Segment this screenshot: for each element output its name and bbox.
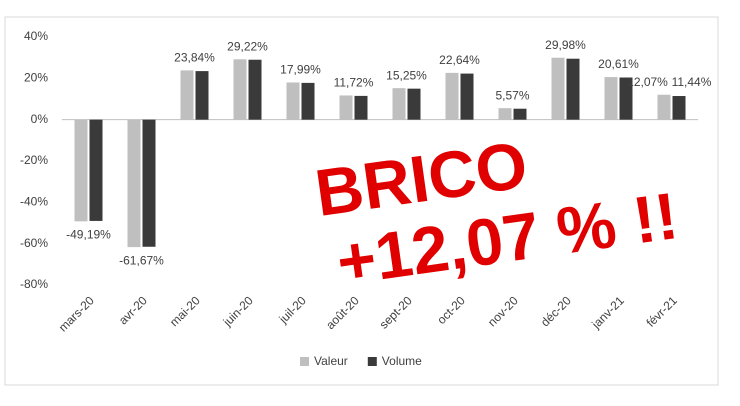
bar — [339, 95, 353, 120]
bar — [513, 108, 527, 120]
bar — [180, 70, 194, 120]
y-tick-label: 20% — [24, 71, 48, 85]
bar — [301, 82, 315, 120]
data-label: 12,07% — [627, 75, 668, 89]
y-tick-label: -40% — [20, 195, 48, 209]
data-label: 20,61% — [598, 57, 639, 71]
bar — [392, 88, 406, 120]
bar — [89, 119, 103, 221]
bar — [657, 94, 671, 120]
bar — [604, 77, 618, 120]
data-label: 11,72% — [334, 76, 374, 90]
data-label: 29,22% — [227, 39, 268, 53]
data-label: 11,44% — [672, 75, 712, 89]
data-label: -49,19% — [66, 227, 111, 241]
data-label: 22,64% — [439, 53, 480, 67]
data-label: 5,57% — [495, 88, 529, 102]
y-tick-label: -80% — [20, 277, 48, 291]
legend-swatch — [300, 357, 309, 366]
bar — [672, 96, 686, 120]
legend-swatch — [367, 357, 377, 366]
data-label: 15,25% — [386, 68, 427, 82]
bar — [248, 59, 262, 120]
bar — [445, 72, 459, 120]
bar — [354, 95, 368, 120]
data-label: -61,67% — [119, 253, 164, 267]
bar — [142, 119, 156, 247]
data-label: 17,99% — [280, 63, 321, 77]
bar — [619, 77, 633, 120]
data-label: 23,84% — [174, 51, 215, 65]
y-tick-label: -60% — [20, 236, 48, 250]
bar — [460, 73, 474, 120]
bar — [551, 57, 565, 120]
bar — [195, 71, 209, 120]
bar — [127, 119, 141, 248]
bar — [286, 82, 300, 120]
bar — [233, 59, 247, 120]
y-tick-label: -20% — [20, 153, 48, 167]
chart-frame — [4, 16, 719, 386]
legend-label: Volume — [382, 354, 422, 368]
y-tick-label: 0% — [31, 112, 49, 126]
bar — [407, 88, 421, 120]
y-tick-label: 40% — [24, 29, 48, 43]
data-label: 29,98% — [545, 38, 586, 52]
bar — [74, 119, 88, 222]
bar — [498, 108, 512, 120]
legend-label: Valeur — [314, 354, 348, 368]
bar — [566, 58, 580, 120]
